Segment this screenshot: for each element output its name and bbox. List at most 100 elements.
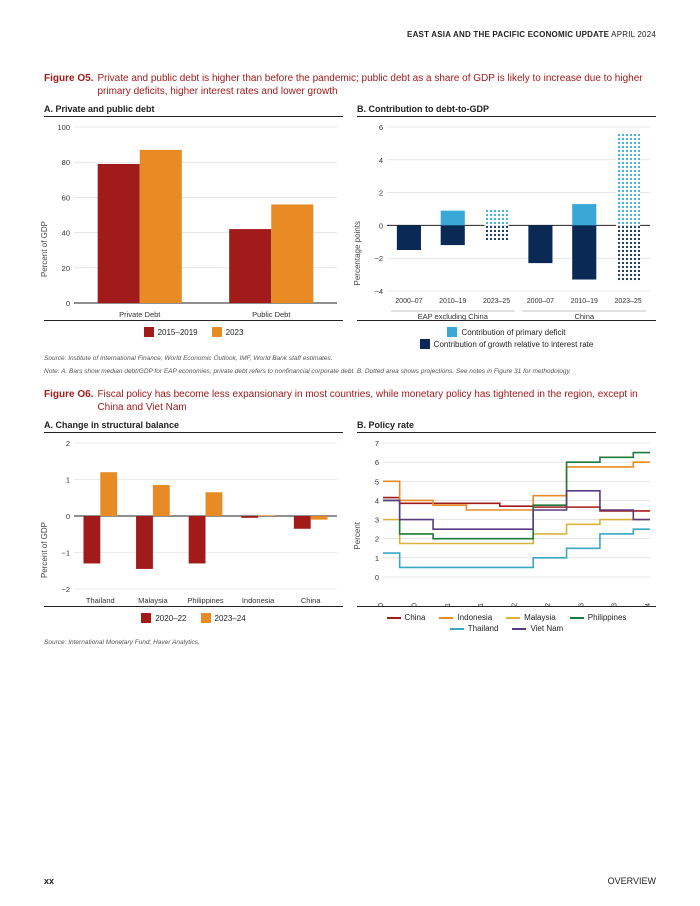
legend-label: 2023 — [226, 328, 244, 337]
running-head: EAST ASIA AND THE PACIFIC ECONOMIC UPDAT… — [44, 30, 656, 39]
legend-swatch — [141, 613, 151, 623]
legend-label: 2023–24 — [215, 614, 246, 623]
svg-text:Jan-22: Jan-22 — [512, 603, 519, 607]
svg-text:Indonesia: Indonesia — [242, 596, 275, 605]
legend-swatch — [387, 617, 401, 619]
svg-text:100: 100 — [57, 123, 70, 132]
figO5-label: Figure O5. — [44, 73, 93, 98]
svg-text:Jul-22: Jul-22 — [545, 603, 552, 607]
page-number: xx — [44, 876, 54, 886]
svg-text:Jul-20: Jul-20 — [411, 603, 418, 607]
svg-text:−4: −4 — [374, 287, 383, 296]
svg-text:Malaysia: Malaysia — [138, 596, 168, 605]
legend-swatch — [201, 613, 211, 623]
svg-text:60: 60 — [62, 193, 70, 202]
svg-text:Jan-20: Jan-20 — [378, 603, 385, 607]
svg-text:Public Debt: Public Debt — [252, 310, 291, 319]
legend-label: Malaysia — [524, 613, 556, 622]
legend-item: Philippines — [570, 613, 627, 622]
figO5B-legend: Contribution of primary deficit Contribut… — [357, 327, 656, 349]
figO5-caption: Private and public debt is higher than b… — [97, 73, 656, 98]
svg-text:2: 2 — [66, 439, 70, 448]
legend-swatch — [212, 327, 222, 337]
figO6B-chart: 01234567Jan-20Jul-20Jan-21Jul-21Jan-22Ju… — [357, 437, 656, 607]
legend-label: Philippines — [588, 613, 627, 622]
svg-text:40: 40 — [62, 229, 70, 238]
figO5A-title: A. Private and public debt — [44, 104, 343, 117]
svg-text:1: 1 — [66, 476, 70, 485]
svg-text:Private Debt: Private Debt — [119, 310, 161, 319]
svg-text:Thailand: Thailand — [86, 596, 115, 605]
legend-item: 2020–22 — [141, 613, 186, 623]
figO5A-legend: 2015–20192023 — [44, 327, 343, 337]
figO6A-chart: −2−1012ThailandMalaysiaPhilippinesIndone… — [44, 437, 343, 607]
svg-text:China: China — [301, 596, 321, 605]
legend-swatch — [420, 339, 430, 349]
svg-text:0: 0 — [375, 573, 379, 582]
legend-label: 2020–22 — [155, 614, 186, 623]
legend-label: Viet Nam — [530, 624, 563, 633]
svg-text:China: China — [574, 312, 594, 321]
svg-text:EAP excluding China: EAP excluding China — [418, 312, 489, 321]
svg-text:−2: −2 — [61, 585, 70, 594]
figO6A-title: A. Change in structural balance — [44, 420, 343, 433]
legend-swatch — [439, 617, 453, 619]
svg-text:4: 4 — [375, 497, 379, 506]
legend-swatch — [144, 327, 154, 337]
svg-text:Jan-24: Jan-24 — [645, 603, 652, 607]
legend-label: Thailand — [468, 624, 499, 633]
figO5-note: Note: A. Bars show median debt/GDP for E… — [44, 368, 656, 375]
figO5-caption-row: Figure O5. Private and public debt is hi… — [44, 73, 656, 98]
svg-text:0: 0 — [66, 512, 70, 521]
legend-item: China — [387, 613, 426, 622]
svg-text:2023–25: 2023–25 — [483, 298, 510, 305]
figO6-caption-row: Figure O6. Fiscal policy has become less… — [44, 389, 656, 414]
page-footer: xx OVERVIEW — [44, 876, 656, 886]
svg-text:0: 0 — [379, 221, 383, 230]
legend-swatch — [570, 617, 584, 619]
legend-item: Viet Nam — [512, 624, 563, 633]
svg-text:2: 2 — [375, 535, 379, 544]
svg-text:Jul-21: Jul-21 — [478, 603, 485, 607]
legend-item: 2023–24 — [201, 613, 246, 623]
svg-text:Philippines: Philippines — [187, 596, 224, 605]
legend-label: China — [405, 613, 426, 622]
svg-text:0: 0 — [66, 299, 70, 308]
figO5A-chart: 020406080100Private DebtPublic DebtPerce… — [44, 121, 343, 321]
svg-text:Jan-21: Jan-21 — [445, 603, 452, 607]
figO5B-chart: −4−202462000–072010–192023–252000–072010… — [357, 121, 656, 321]
legend-label: Contribution of growth relative to inter… — [434, 340, 594, 349]
svg-text:6: 6 — [379, 123, 383, 132]
svg-text:2010–19: 2010–19 — [439, 298, 466, 305]
legend-item: Malaysia — [506, 613, 556, 622]
legend-item: Indonesia — [439, 613, 492, 622]
figO5-panelB: B. Contribution to debt-to-GDP −4−202462… — [357, 104, 656, 349]
svg-text:1: 1 — [375, 554, 379, 563]
legend-item: Thailand — [450, 624, 499, 633]
svg-text:3: 3 — [375, 516, 379, 525]
legend-swatch — [512, 628, 526, 630]
svg-text:2000–07: 2000–07 — [395, 298, 422, 305]
figO6A-legend: 2020–22 2023–24 — [44, 613, 343, 623]
svg-text:2000–07: 2000–07 — [527, 298, 554, 305]
legend-item: Contribution of growth relative to inter… — [420, 339, 594, 349]
svg-text:−2: −2 — [374, 254, 383, 263]
figO6B-title: B. Policy rate — [357, 420, 656, 433]
svg-text:Jul-23: Jul-23 — [612, 603, 619, 607]
running-head-rest: APRIL 2024 — [609, 30, 656, 39]
section-name: OVERVIEW — [608, 876, 656, 886]
svg-text:2: 2 — [379, 189, 383, 198]
svg-text:6: 6 — [375, 458, 379, 467]
legend-label: Indonesia — [457, 613, 492, 622]
legend-swatch — [506, 617, 520, 619]
svg-text:2023–25: 2023–25 — [614, 298, 641, 305]
figO5B-title: B. Contribution to debt-to-GDP — [357, 104, 656, 117]
figO5-source: Source: Institute of International Finan… — [44, 355, 656, 362]
svg-text:5: 5 — [375, 478, 379, 487]
figO6-panelB: B. Policy rate 01234567Jan-20Jul-20Jan-2… — [357, 420, 656, 633]
legend-label: Contribution of primary deficit — [461, 328, 565, 337]
svg-text:80: 80 — [62, 158, 70, 167]
figO6-source: Source: International Monetary Fund; Hav… — [44, 639, 656, 646]
svg-text:20: 20 — [62, 264, 70, 273]
figO6B-legend: China Indonesia Malaysia Philippines Thailan… — [357, 613, 656, 633]
